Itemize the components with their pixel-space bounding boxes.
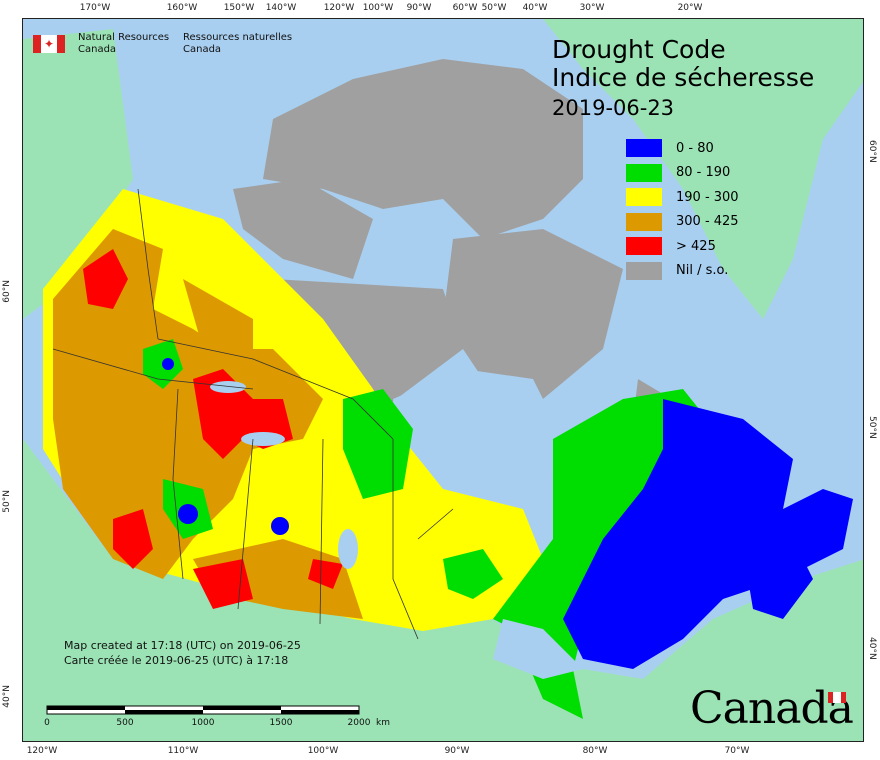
legend-swatch xyxy=(626,261,662,280)
canada-wordmark: Canada xyxy=(690,683,854,734)
legend-swatch xyxy=(626,237,662,256)
legend-item: 0 - 80 xyxy=(626,136,739,161)
top-tick: 60°W xyxy=(452,3,478,13)
legend-swatch xyxy=(626,163,662,182)
bottom-tick: 120°W xyxy=(26,746,58,756)
top-tick: 50°W xyxy=(481,3,507,13)
legend-swatch xyxy=(626,188,662,207)
top-tick: 160°W xyxy=(166,3,198,13)
legend-label: 0 - 80 xyxy=(676,140,714,156)
top-tick: 120°W xyxy=(323,3,355,13)
legend-swatch xyxy=(626,212,662,231)
legend-swatch xyxy=(626,139,662,158)
bottom-tick: 100°W xyxy=(307,746,339,756)
scale-label: 1500 xyxy=(269,718,293,728)
bottom-tick: 70°W xyxy=(724,746,750,756)
top-tick: 90°W xyxy=(406,3,432,13)
top-tick: 150°W xyxy=(223,3,255,13)
creation-note-fr: Carte créée le 2019-06-25 (UTC) à 17:18 xyxy=(64,654,289,667)
legend-item: 80 - 190 xyxy=(626,161,739,186)
drought-map[interactable] xyxy=(22,18,864,742)
creation-note-en: Map created at 17:18 (UTC) on 2019-06-25 xyxy=(64,639,301,652)
legend: 0 - 80 80 - 190 190 - 300 300 - 425 > 42… xyxy=(626,136,739,283)
wordmark-flag-icon xyxy=(828,692,846,703)
top-tick: 30°W xyxy=(579,3,605,13)
boundaries xyxy=(52,188,454,640)
right-tick: 50°N xyxy=(867,416,877,439)
scale-unit: km xyxy=(376,718,390,728)
left-tick: 60°N xyxy=(2,280,12,303)
map-date: 2019-06-23 xyxy=(552,96,675,120)
top-tick: 170°W xyxy=(79,3,111,13)
lakes xyxy=(210,381,583,679)
legend-item: > 425 xyxy=(626,234,739,259)
scale-bar xyxy=(46,705,360,715)
flag-left-bar xyxy=(33,35,41,53)
top-tick: 100°W xyxy=(362,3,394,13)
zone-over-425 xyxy=(83,249,343,609)
agency-fr: Ressources naturelles Canada xyxy=(183,32,293,55)
bottom-tick: 90°W xyxy=(444,746,470,756)
map-canvas xyxy=(23,19,863,741)
agency-en: Natural Resources Canada xyxy=(78,32,170,55)
legend-label: Nil / s.o. xyxy=(676,263,729,279)
legend-item: 300 - 425 xyxy=(626,210,739,235)
top-tick: 40°W xyxy=(522,3,548,13)
hudson-bay xyxy=(393,369,563,499)
left-tick: 40°N xyxy=(2,685,12,708)
legend-item: Nil / s.o. xyxy=(626,259,739,284)
bottom-tick: 80°W xyxy=(582,746,608,756)
title-en: Drought Code xyxy=(552,35,726,64)
scale-label: 2000 xyxy=(347,718,371,728)
legend-label: > 425 xyxy=(676,238,716,254)
legend-label: 80 - 190 xyxy=(676,165,731,181)
legend-label: 190 - 300 xyxy=(676,189,739,205)
left-tick: 50°N xyxy=(2,490,12,513)
scale-label: 0 xyxy=(44,718,50,728)
title-fr: Indice de sécheresse xyxy=(552,63,815,92)
zone-0-80 xyxy=(162,358,853,669)
top-tick: 140°W xyxy=(265,3,297,13)
legend-label: 300 - 425 xyxy=(676,214,739,230)
top-tick: 20°W xyxy=(677,3,703,13)
scale-label: 1000 xyxy=(191,718,215,728)
foreign-land xyxy=(23,19,863,741)
right-tick: 60°N xyxy=(867,140,877,163)
scale-label: 500 xyxy=(116,718,134,728)
maple-leaf-icon: ✦ xyxy=(41,35,57,53)
right-tick: 40°N xyxy=(867,637,877,660)
flag-right-bar xyxy=(57,35,65,53)
nil-regions xyxy=(233,59,663,414)
creation-note: Map created at 17:18 (UTC) on 2019-06-25… xyxy=(64,638,301,668)
legend-item: 190 - 300 xyxy=(626,185,739,210)
bottom-tick: 110°W xyxy=(167,746,199,756)
